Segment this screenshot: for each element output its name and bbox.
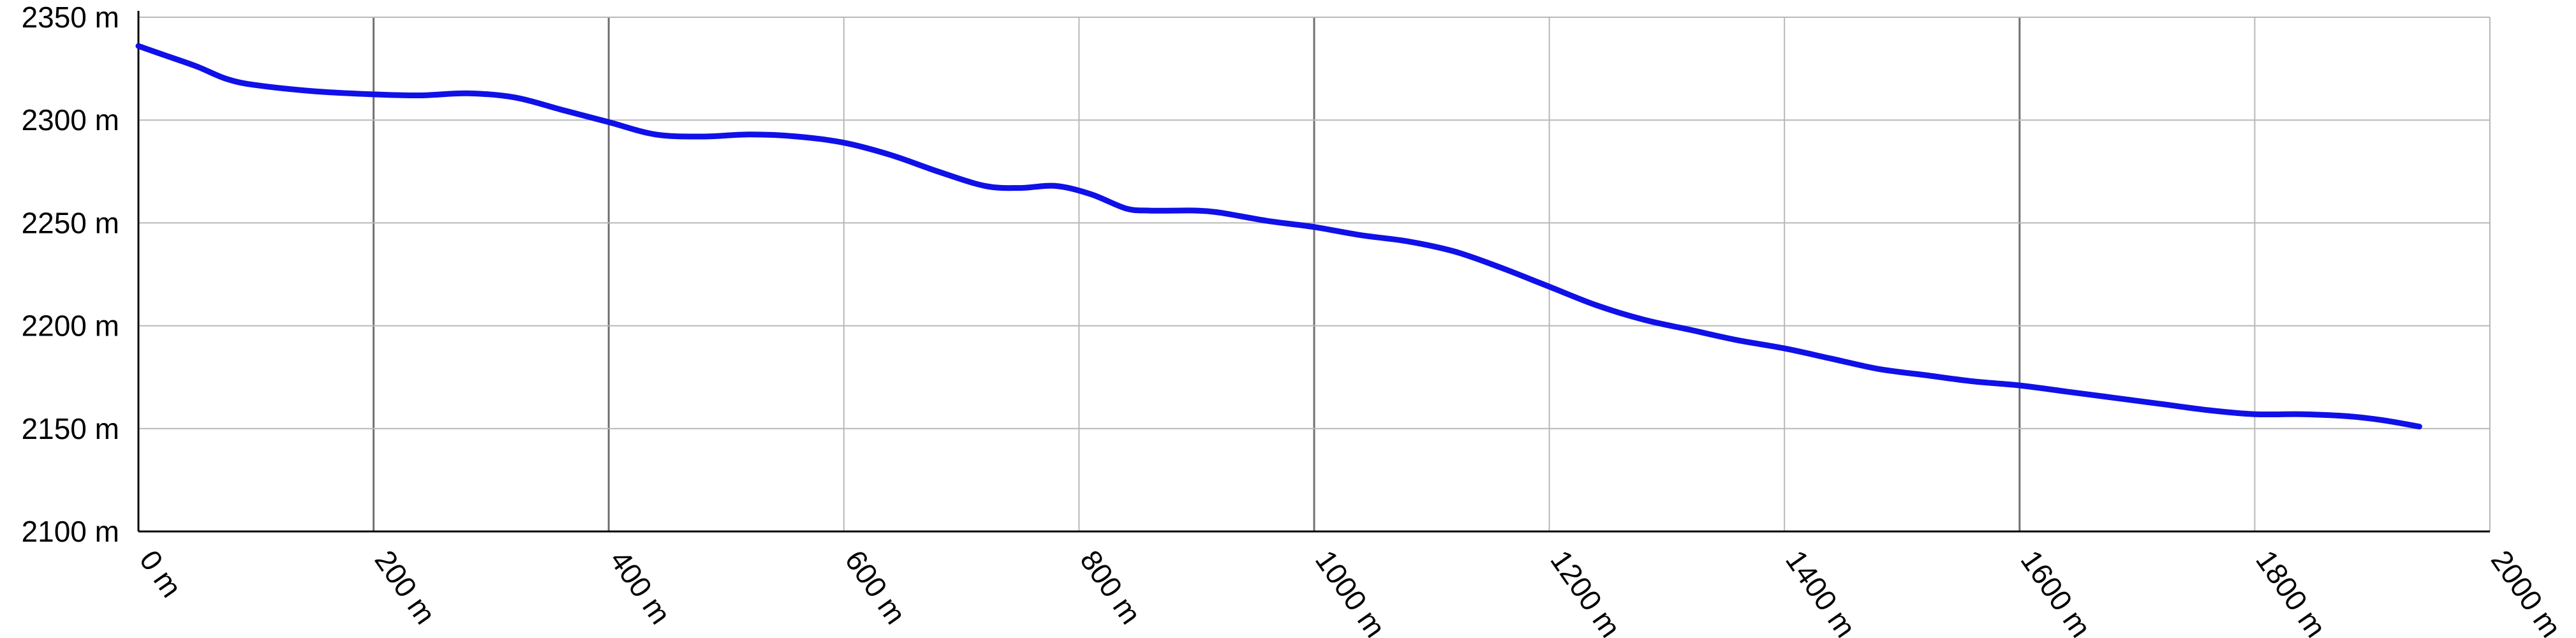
grid-layer (138, 17, 2491, 531)
x-tick-label: 600 m (839, 544, 913, 630)
y-tick-label: 2250 m (22, 206, 119, 239)
y-tick-label: 2300 m (22, 103, 119, 137)
y-tick-label: 2200 m (22, 309, 119, 343)
x-tick-label: 800 m (1074, 544, 1148, 630)
x-tick-label: 200 m (368, 544, 442, 630)
elevation-series-line (135, 43, 2422, 430)
x-tick-label: 1800 m (2249, 544, 2333, 638)
x-tick-label: 1400 m (1779, 544, 1863, 638)
axes-layer (137, 11, 2490, 533)
x-tick-label: 1000 m (1309, 544, 1393, 638)
y-tick-label: 2150 m (22, 412, 119, 445)
y-tick-label: 2100 m (22, 515, 119, 548)
series-layer (135, 43, 2422, 430)
y-tick-label: 2350 m (22, 1, 119, 34)
x-tick-label: 0 m (133, 544, 189, 604)
x-tick-label: 2000 m (2485, 544, 2568, 638)
x-tick-label: 400 m (603, 544, 677, 630)
x-tick-label: 1200 m (1544, 544, 1627, 638)
x-tick-label: 1600 m (2015, 544, 2098, 638)
